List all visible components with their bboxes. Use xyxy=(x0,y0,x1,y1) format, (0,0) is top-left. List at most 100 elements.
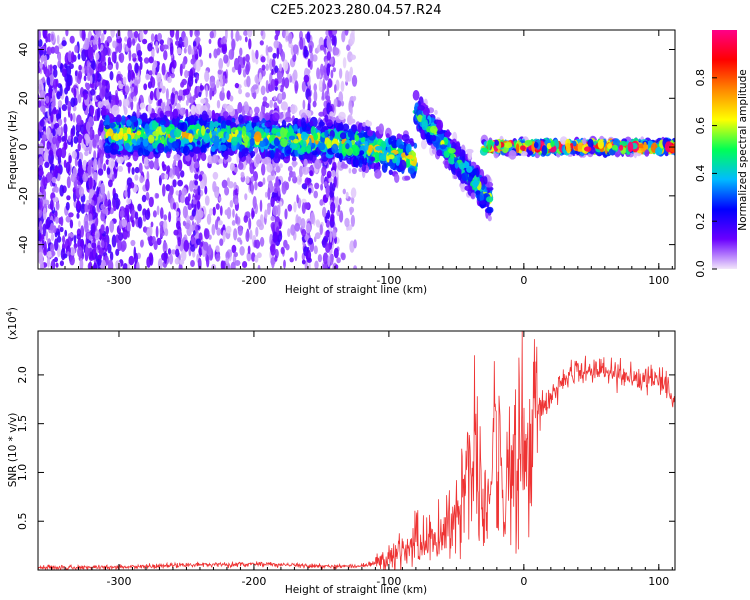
spectrogram-band xyxy=(306,144,312,154)
spectrogram-speckle xyxy=(38,79,43,86)
spectrogram-speckle xyxy=(173,159,177,167)
spectrogram-speckle xyxy=(75,130,80,137)
spectrogram-streak xyxy=(274,255,278,262)
spectrogram-band xyxy=(370,156,376,162)
spectrogram-speckle xyxy=(173,229,179,236)
spectrogram-speckle xyxy=(40,185,44,193)
spectrogram-speckle xyxy=(151,48,155,58)
spectrogram-speckle xyxy=(244,104,250,113)
spectrogram-streak xyxy=(190,244,196,252)
spectrogram-speckle xyxy=(78,186,85,197)
spectrogram-band xyxy=(226,124,231,135)
spectrogram-band xyxy=(127,134,131,140)
spectrogram-streak xyxy=(96,73,102,82)
spectrogram-speckle xyxy=(320,183,324,191)
spectrogram-streak xyxy=(53,196,59,203)
spectrogram-speckle xyxy=(127,30,133,40)
spectrogram-streak xyxy=(44,68,50,78)
spectrogram-speckle xyxy=(131,219,135,228)
spectrogram-streak xyxy=(49,223,54,231)
spectrogram-speckle xyxy=(79,87,85,98)
spectrogram-band xyxy=(361,164,366,172)
spectrogram-band xyxy=(280,127,287,139)
spectrogram-band xyxy=(201,110,208,121)
spectrogram-streak xyxy=(326,209,331,220)
spectrogram-streak xyxy=(99,139,103,149)
spectrogram-speckle xyxy=(344,217,350,228)
spectrogram-speckle xyxy=(136,50,143,57)
spectrogram-speckle xyxy=(218,196,222,202)
spectrogram-band xyxy=(341,161,346,167)
spectrogram-streak xyxy=(41,134,47,141)
spectrogram-speckle xyxy=(208,52,212,59)
spectrogram-streak xyxy=(189,215,194,221)
spectrogram-speckle xyxy=(134,174,139,181)
spectrogram-speckle xyxy=(229,200,234,208)
spectrogram-speckle xyxy=(127,231,130,238)
spectrogram-streak xyxy=(52,168,58,178)
spectrogram-band xyxy=(123,132,128,142)
spectrogram-streak xyxy=(309,45,313,54)
spectrogram-speckle xyxy=(124,190,128,198)
spectrogram-streak xyxy=(84,150,89,157)
spectrogram-streak xyxy=(52,64,58,70)
spectrogram-streak xyxy=(41,234,45,241)
spectrogram-streak xyxy=(90,223,96,233)
spectrogram-streak xyxy=(101,79,106,88)
spectrogram-streak xyxy=(299,36,304,50)
spectrogram-band xyxy=(225,132,230,140)
spectrogram-speckle xyxy=(219,238,224,246)
spectrogram-speckle xyxy=(59,184,65,197)
spectrogram-speckle xyxy=(60,147,67,159)
spectrogram-speckle xyxy=(159,224,163,238)
spectrogram-speckle xyxy=(277,85,281,91)
spectrogram-speckle xyxy=(212,206,216,216)
spectrogram-speckle xyxy=(122,263,129,269)
spectrogram-streak xyxy=(38,229,41,242)
spectrogram-speckle xyxy=(254,255,259,263)
spectrogram-speckle xyxy=(96,257,102,266)
spectrogram-band xyxy=(288,135,296,140)
spectrogram-speckle xyxy=(242,56,246,66)
spectrogram-speckle xyxy=(182,60,186,70)
spectrogram-streak xyxy=(301,259,306,265)
spectrogram-streak xyxy=(89,176,93,190)
spectrogram-speckle xyxy=(141,194,147,203)
spectrogram-band xyxy=(297,147,302,154)
spectrogram-band xyxy=(309,120,314,127)
spectrogram-streak xyxy=(97,106,101,118)
spectrogram-speckle xyxy=(301,81,306,93)
spectrogram-streak xyxy=(38,93,40,101)
spectrogram-band xyxy=(454,146,461,158)
spectrogram-band xyxy=(460,182,466,193)
spectrogram-streak xyxy=(331,34,335,46)
spectrogram-speckle xyxy=(145,73,150,81)
spectrogram-speckle xyxy=(45,231,49,241)
spectrogram-band xyxy=(291,160,298,167)
spectrogram-speckle xyxy=(238,35,242,41)
spectrogram-band xyxy=(190,104,196,116)
spectrogram-streak xyxy=(85,121,91,132)
spectrogram-speckle xyxy=(167,248,172,255)
spectrogram-speckle xyxy=(38,39,43,47)
spectrogram-streak xyxy=(38,67,41,74)
spectrogram-band xyxy=(390,135,397,141)
spectrogram-speckle xyxy=(228,181,234,189)
spectrogram-speckle xyxy=(124,85,130,93)
spectrogram-speckle xyxy=(127,185,131,199)
spectrogram-speckle xyxy=(42,223,47,237)
spectrogram-band xyxy=(211,154,219,164)
spectrogram-streak xyxy=(53,68,58,78)
spectrogram-speckle xyxy=(222,229,226,243)
spectrogram-speckle xyxy=(111,234,117,248)
spectrogram-speckle xyxy=(155,193,160,199)
spectrogram-streak xyxy=(300,218,306,230)
spectrogram-speckle xyxy=(130,182,135,189)
spectrogram-streak xyxy=(280,246,285,255)
spectrogram-speckle xyxy=(65,65,72,77)
spectrogram-streak xyxy=(57,136,61,142)
spectrogram-speckle xyxy=(164,173,169,180)
spectrogram-streak xyxy=(271,191,275,199)
spectrogram-speckle xyxy=(226,90,231,100)
